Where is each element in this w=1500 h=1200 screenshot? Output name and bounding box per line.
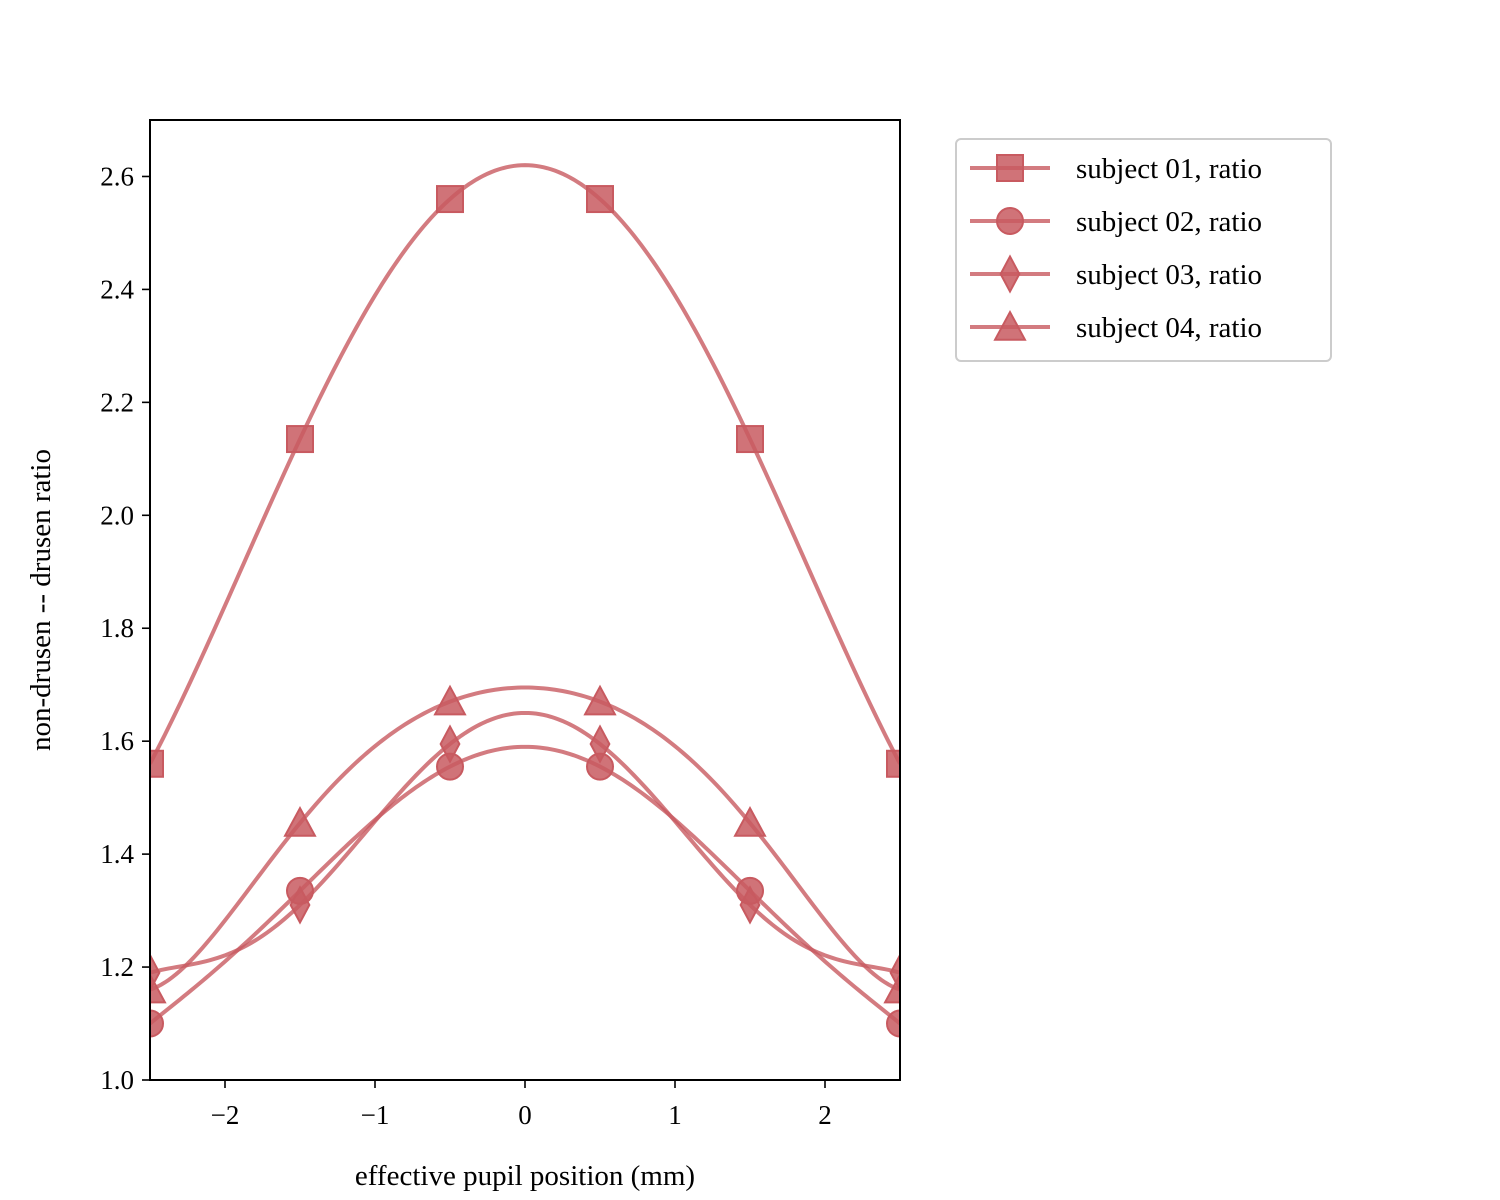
legend-frame bbox=[955, 138, 1332, 362]
legend-marker-4 bbox=[993, 309, 1027, 341]
data-point-s4-2 bbox=[283, 806, 317, 837]
data-point-s2-6 bbox=[886, 1009, 900, 1038]
data-point-s1-5 bbox=[736, 425, 764, 454]
data-point-s1-4 bbox=[586, 185, 614, 214]
data-point-s4-3 bbox=[433, 684, 467, 716]
data-point-s3-4 bbox=[589, 724, 611, 764]
legend-marker-3 bbox=[999, 254, 1021, 294]
legend-label-1: subject 01, ratio bbox=[1076, 153, 1262, 185]
y-tick-label: 1.4 bbox=[100, 839, 134, 869]
legend-label-4: subject 04, ratio bbox=[1076, 312, 1262, 344]
legend-marker-1 bbox=[996, 154, 1024, 182]
y-axis-ticks: 1.0 1.2 1.4 1.6 1.8 2.0 2.2 2.4 2.6 bbox=[100, 161, 150, 1095]
y-tick-label: 2.6 bbox=[100, 161, 134, 191]
y-tick-label: 1.8 bbox=[100, 613, 134, 643]
series-line-4 bbox=[150, 685, 900, 992]
x-tick-label: 0 bbox=[518, 1100, 532, 1130]
y-axis-label: non-drusen -- drusen ratio bbox=[25, 449, 57, 751]
data-point-s1-2 bbox=[286, 425, 314, 454]
data-point-s1-1 bbox=[150, 749, 164, 778]
y-tick-label: 1.6 bbox=[100, 726, 134, 756]
y-tick-label: 1.2 bbox=[100, 952, 134, 982]
data-point-s3-5 bbox=[739, 885, 761, 925]
x-tick-label: −1 bbox=[361, 1100, 390, 1130]
y-tick-label: 2.4 bbox=[100, 274, 134, 304]
data-point-s4-1 bbox=[150, 972, 167, 1004]
series-lines bbox=[150, 163, 900, 1026]
data-point-s3-3 bbox=[439, 724, 461, 764]
x-tick-label: 1 bbox=[668, 1100, 682, 1130]
data-point-s4-5 bbox=[733, 806, 767, 837]
legend-label-3: subject 03, ratio bbox=[1076, 259, 1262, 291]
data-point-s2-1 bbox=[150, 1009, 164, 1038]
x-axis-label: effective pupil position (mm) bbox=[355, 1160, 695, 1192]
data-point-s3-2 bbox=[289, 885, 311, 925]
legend-marker-2 bbox=[996, 207, 1024, 235]
y-tick-label: 2.0 bbox=[100, 500, 134, 530]
plot-area bbox=[149, 119, 901, 1081]
series-markers bbox=[150, 185, 900, 1038]
y-tick-label: 2.2 bbox=[100, 387, 134, 417]
x-tick-label: −2 bbox=[211, 1100, 240, 1130]
data-point-s4-4 bbox=[583, 684, 617, 716]
data-point-s1-6 bbox=[886, 749, 900, 778]
data-point-s4-6 bbox=[883, 972, 900, 1004]
x-tick-label: 2 bbox=[818, 1100, 832, 1130]
series-line-2 bbox=[150, 744, 900, 1026]
x-axis-ticks: −2 −1 0 1 2 bbox=[211, 1080, 832, 1130]
legend-label-2: subject 02, ratio bbox=[1076, 206, 1262, 238]
legend: subject 01, ratio subject 02, ratio subjec… bbox=[955, 138, 1332, 362]
y-tick-label: 1.0 bbox=[100, 1065, 134, 1095]
series-line-1 bbox=[150, 163, 900, 765]
series-line-3 bbox=[150, 710, 900, 975]
data-point-s1-3 bbox=[436, 185, 464, 214]
